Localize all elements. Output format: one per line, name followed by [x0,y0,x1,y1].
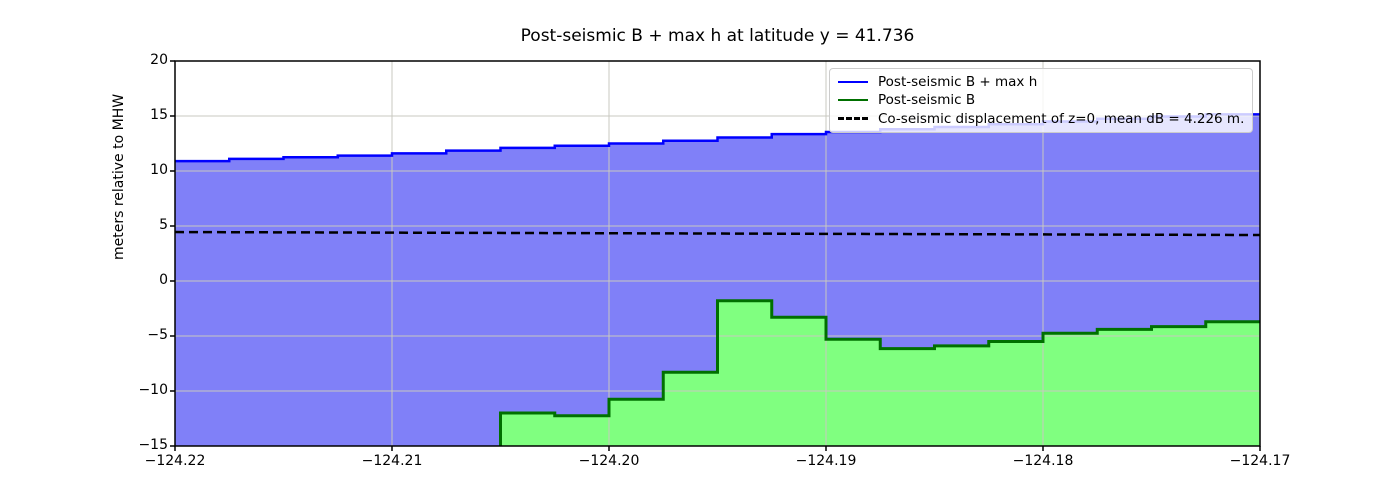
legend-label: Co-seismic displacement of z=0, mean dB … [878,110,1245,127]
x-tick-label: −124.19 [795,453,857,469]
y-tick-label: −5 [147,327,168,343]
blue-line-swatch-icon [838,81,868,84]
chart-title: Post-seismic B + max h at latitude y = 4… [520,26,915,46]
post-seismic-b-line [499,299,1260,446]
legend-item-post-seismic-b-max-h: Post-seismic B + max h [838,73,1244,91]
legend: Post-seismic B + max h Post-seismic B Co… [829,68,1253,133]
dashed-line-swatch-icon [838,117,868,121]
legend-label: Post-seismic B [878,92,976,109]
y-tick-label: −10 [138,382,168,398]
legend-label: Post-seismic B + max h [878,74,1038,91]
x-tick-label: −124.22 [144,453,206,469]
x-tick-label: −124.20 [578,453,640,469]
y-tick-label: 5 [159,217,168,233]
x-tick-label: −124.18 [1012,453,1074,469]
y-tick-label: 20 [150,52,168,68]
x-tick-label: −124.17 [1229,453,1291,469]
x-tick-label: −124.21 [361,453,423,469]
y-tick-label: −15 [138,437,168,453]
green-line-swatch-icon [838,99,868,102]
co-seismic-dashed-line [174,230,1261,237]
y-tick-label: 15 [150,107,168,123]
legend-item-post-seismic-b: Post-seismic B [838,91,1244,109]
axes-spines [174,60,1261,447]
green-area-fill [500,300,1260,446]
y-tick-label: 0 [159,272,168,288]
y-tick-label: 10 [150,162,168,178]
legend-item-co-seismic-displacement: Co-seismic displacement of z=0, mean dB … [838,110,1244,128]
